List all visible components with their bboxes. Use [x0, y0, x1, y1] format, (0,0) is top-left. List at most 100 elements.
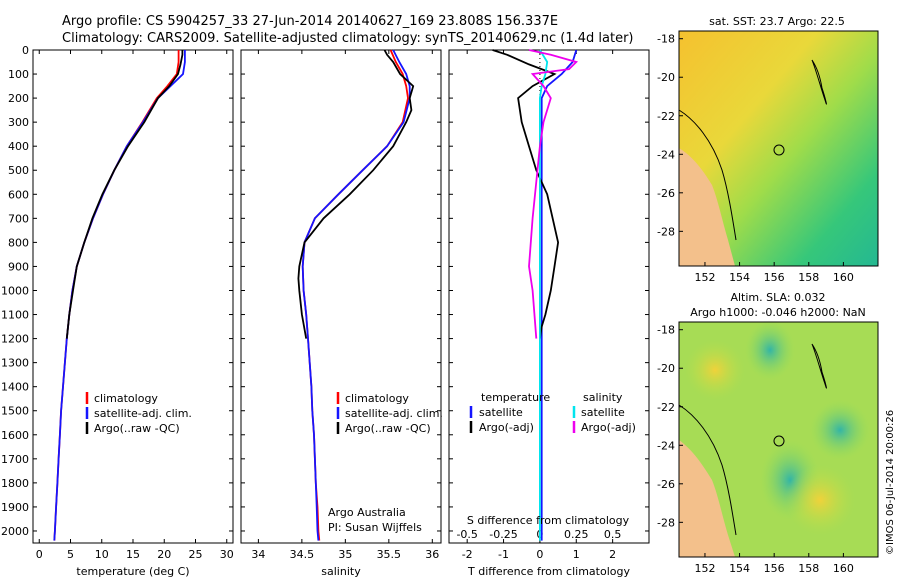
sla-map-title-1: Altim. SLA: 0.032 [730, 291, 825, 304]
depth-tick-label: 500 [8, 164, 29, 177]
depth-tick-label: 100 [8, 68, 29, 81]
series-line-sal_satellite [539, 49, 549, 541]
x-tick-label: 34.5 [290, 548, 315, 561]
figure-title-line2: Climatology: CARS2009. Satellite-adjuste… [62, 31, 634, 46]
depth-tick-label: 200 [8, 92, 29, 105]
difference-panel: -2 -1 0 1 2 -0.5 -0.25 0 0.25 0.5 S difference f… [448, 49, 650, 578]
depth-tick-label: 1100 [1, 309, 29, 322]
sla-high-anomaly [785, 465, 855, 535]
figure-title-line1: Argo profile: CS 5904257_33 27-Jun-2014 … [62, 14, 558, 29]
series-line-argo [297, 49, 415, 339]
temperature-x-axis: 0 5 10 15 20 25 30 [36, 50, 234, 561]
lat-tick-label: -28 [657, 516, 675, 529]
lat-tick-label: -18 [657, 33, 675, 46]
difference-axes-frame [448, 49, 650, 544]
legend-label-sal-satellite: satellite [581, 406, 625, 419]
annotation-pi: PI: Susan Wijffels [328, 521, 422, 534]
sla-low-anomaly [745, 320, 795, 380]
salinity-axes-frame [240, 49, 442, 544]
series-line-sal_argo [528, 49, 579, 339]
series-line-climatology [301, 49, 409, 541]
series-line-argo [65, 50, 184, 339]
x-tick-label: 35 [338, 548, 352, 561]
difference-x-axis: -2 -1 0 1 2 [462, 50, 616, 561]
legend-label-satellite: satellite-adj. clim. [94, 407, 192, 420]
temperature-panel: 0100200300400500600700800900100011001200… [1, 44, 234, 578]
x-tick-label: 20 [157, 548, 171, 561]
depth-tick-label: 1000 [1, 284, 29, 297]
salinity-x-axis: 34 34.5 35 35.5 36 [251, 50, 439, 561]
series-line-argo [492, 49, 560, 339]
sla-map-frame [678, 321, 879, 558]
temperature-series [53, 50, 186, 541]
x-tick-label: 2 [609, 548, 616, 561]
s-difference-label: S difference from climatology [467, 514, 630, 527]
salinity-panel: 34 34.5 35 35.5 36 salinity climatology sate… [240, 49, 443, 578]
x-tick-label: 15 [126, 548, 140, 561]
difference-legend: temperature satellite Argo(-adj) salinit… [469, 391, 636, 434]
lon-tick-label: 160 [833, 271, 854, 284]
lon-tick-label: 156 [764, 562, 785, 575]
legend-label-satellite: satellite-adj. clim. [345, 407, 443, 420]
legend-label-climatology: climatology [94, 392, 158, 405]
x-tick-label: 30 [220, 548, 234, 561]
series-line-satellite [540, 49, 578, 541]
salinity-series [297, 49, 415, 541]
lat-tick-label: -20 [657, 71, 675, 84]
salinity-legend: climatology satellite-adj. clim. Argo(..… [336, 392, 443, 435]
legend-label-temp-satellite: satellite [479, 406, 523, 419]
lat-tick-label: -22 [657, 401, 675, 414]
depth-tick-label: 300 [8, 116, 29, 129]
lon-tick-label: 160 [833, 562, 854, 575]
salinity-x-label: salinity [321, 565, 361, 578]
depth-tick-label: 1200 [1, 333, 29, 346]
salinity-diff-tick-label: -0.25 [489, 528, 517, 541]
series-line-satellite [301, 49, 411, 541]
lon-tick-label: 156 [764, 271, 785, 284]
lat-tick-label: -20 [657, 362, 675, 375]
lon-tick-label: 152 [694, 271, 715, 284]
depth-tick-label: 1600 [1, 429, 29, 442]
sla-high-anomaly [685, 340, 745, 400]
difference-series [492, 49, 579, 543]
depth-tick-label: 1300 [1, 357, 29, 370]
sla-lon-axis: 152 154 156 158 160 [694, 553, 854, 575]
reef-contour [811, 59, 827, 105]
x-tick-label: 0 [36, 548, 43, 561]
legend-label-temp-argo: Argo(-adj) [479, 421, 534, 434]
depth-tick-label: 1500 [1, 405, 29, 418]
depth-tick-label: 800 [8, 236, 29, 249]
lon-tick-label: 154 [729, 271, 750, 284]
salinity-diff-tick-label: -0.5 [456, 528, 477, 541]
x-tick-label: -2 [462, 548, 473, 561]
legend-label-argo: Argo(..raw -QC) [94, 422, 180, 435]
lon-tick-label: 158 [798, 562, 819, 575]
depth-tick-label: 400 [8, 140, 29, 153]
depth-tick-label: 700 [8, 212, 29, 225]
temperature-x-label: temperature (deg C) [76, 565, 189, 578]
lon-tick-label: 152 [694, 562, 715, 575]
temperature-legend: climatology satellite-adj. clim. Argo(..… [85, 392, 192, 435]
timestamp: ©IMOS 06-Jul-2014 20:00:26 [885, 410, 896, 555]
land-australia [679, 440, 735, 557]
sst-map: sat. SST: 23.7 Argo: 22.5 -18 -20 -22 -24 -2… [657, 15, 879, 284]
sla-map-title-2: Argo h1000: -0.046 h2000: NaN [690, 306, 866, 319]
depth-tick-label: 1400 [1, 381, 29, 394]
x-tick-label: 35.5 [377, 548, 402, 561]
t-difference-label: T difference from climatology [467, 565, 630, 578]
lat-tick-label: -26 [657, 187, 675, 200]
legend-label-climatology: climatology [345, 392, 409, 405]
depth-tick-label: 1800 [1, 477, 29, 490]
sla-map: Altim. SLA: 0.032 Argo h1000: -0.046 h20… [657, 291, 879, 575]
salinity-difference-ticks: -0.5-0.2500.250.5 [456, 528, 621, 541]
lon-tick-label: 158 [798, 271, 819, 284]
lon-tick-label: 154 [729, 562, 750, 575]
sst-map-title: sat. SST: 23.7 Argo: 22.5 [709, 15, 845, 28]
x-tick-label: 1 [573, 548, 580, 561]
lat-tick-label: -24 [657, 439, 675, 452]
x-tick-label: 34 [251, 548, 265, 561]
lat-tick-label: -24 [657, 148, 675, 161]
depth-tick-label: 900 [8, 260, 29, 273]
argo-location-marker [773, 435, 785, 447]
